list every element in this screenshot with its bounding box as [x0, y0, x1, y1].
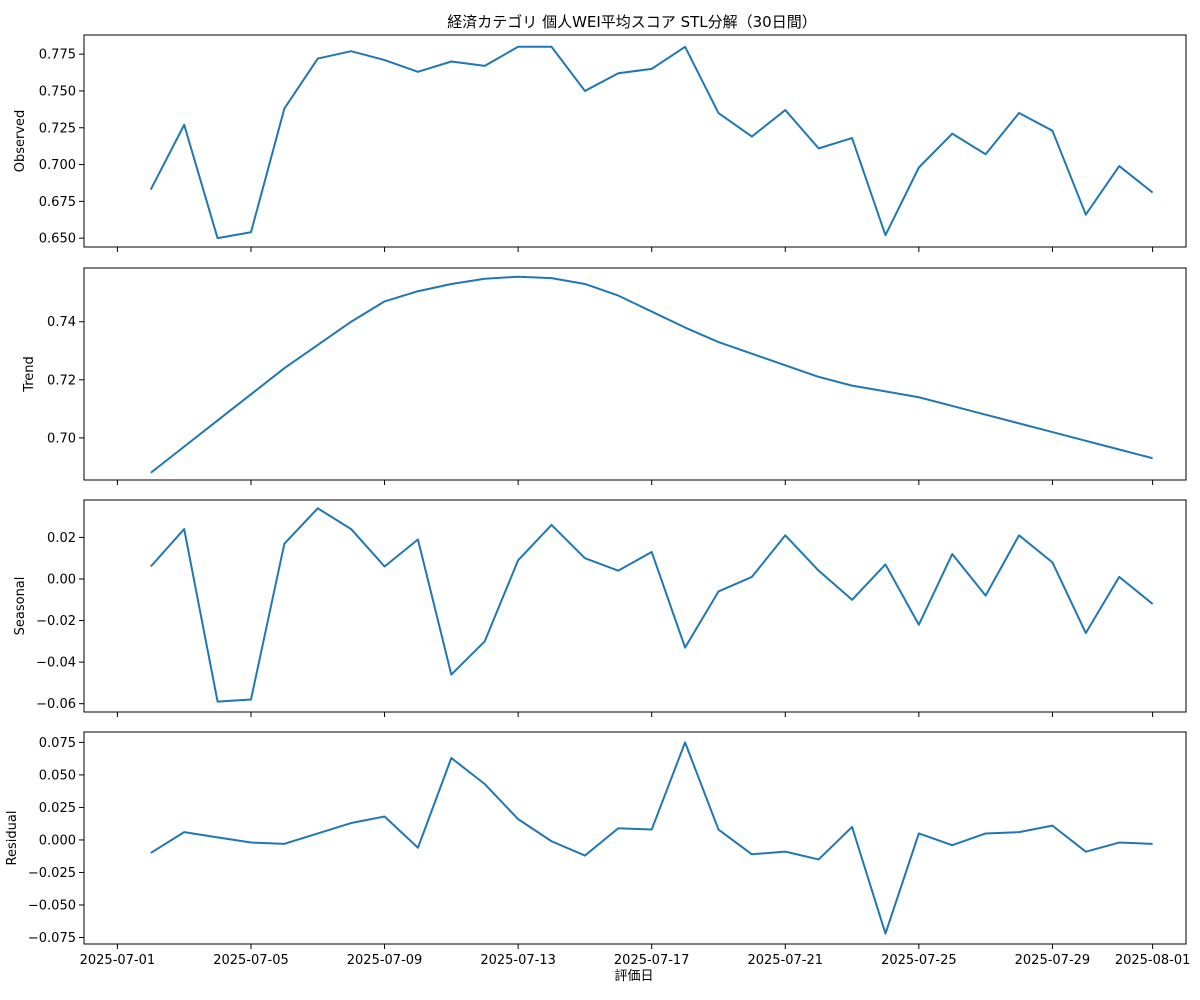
x-tick-label: 2025-07-21 [747, 953, 823, 968]
y-tick-label: 0.74 [47, 315, 76, 330]
axes-frame [83, 267, 1187, 481]
y-tick-label: 0.675 [39, 195, 76, 210]
axes-frame [83, 34, 1187, 248]
panel-residual: −0.075 −0.050 −0.025 0.000 0.025 0.050 0.075 20… [5, 731, 1191, 968]
y-tick-label: 0.075 [39, 736, 76, 751]
x-tick-label: 2025-07-29 [1015, 953, 1091, 968]
series-line-trend [150, 275, 1153, 474]
y-tick-label: 0.725 [39, 121, 76, 136]
y-tick-label: −0.04 [36, 656, 76, 671]
chart-title: 経済カテゴリ 個人WEI平均スコア STL分解（30日間） [447, 13, 816, 31]
x-tick-label: 2025-07-09 [347, 953, 423, 968]
panel-trend: 0.70 0.72 0.74 Trend [22, 267, 1187, 485]
y-tick-label: 0.70 [47, 431, 76, 446]
x-tick-label: 2025-07-25 [881, 953, 957, 968]
x-tick-label: 2025-07-13 [480, 953, 556, 968]
y-tick-label: 0.72 [47, 373, 76, 388]
series-line-observed [149, 45, 1154, 240]
x-tick-label: 2025-07-17 [614, 953, 690, 968]
y-axis-label: Observed [13, 110, 28, 173]
y-tick-label: −0.02 [36, 614, 76, 629]
x-axis-label: 評価日 [614, 969, 653, 984]
y-axis-label: Trend [22, 356, 37, 393]
y-tick-label: 0.025 [39, 801, 76, 816]
axes-frame [83, 731, 1187, 945]
y-tick-label: 0.00 [47, 572, 76, 587]
x-tick-label: 2025-07-01 [80, 953, 156, 968]
y-axis-label: Seasonal [13, 577, 28, 636]
axes-frame [83, 499, 1187, 713]
y-tick-label: −0.075 [28, 931, 76, 946]
y-tick-label: 0.700 [39, 158, 76, 173]
y-axis-label: Residual [5, 811, 20, 866]
y-tick-label: 0.050 [39, 768, 76, 783]
y-tick-label: −0.06 [36, 697, 76, 712]
series-line-seasonal [150, 507, 1154, 703]
panels-container: 0.6500.6750.7000.7250.7500.775Observed0.… [5, 34, 1191, 968]
y-tick-label: 0.775 [39, 48, 76, 63]
y-tick-label: 0.000 [39, 833, 76, 848]
y-tick-label: 0.750 [39, 84, 76, 99]
x-tick-label: 2025-08-01 [1115, 953, 1191, 968]
panel-observed: 0.650 0.675 0.700 0.725 0.750 0.775 Observed [13, 34, 1187, 252]
y-tick-label: −0.025 [28, 866, 76, 881]
y-tick-label: −0.050 [28, 898, 76, 913]
panel-seasonal: −0.06 −0.04 −0.02 0.00 0.02 Seasonal [13, 499, 1187, 717]
y-tick-label: 0.02 [47, 531, 76, 546]
y-tick-label: 0.650 [39, 232, 76, 247]
x-tick-label: 2025-07-05 [213, 953, 289, 968]
series-line-residual [150, 741, 1153, 935]
